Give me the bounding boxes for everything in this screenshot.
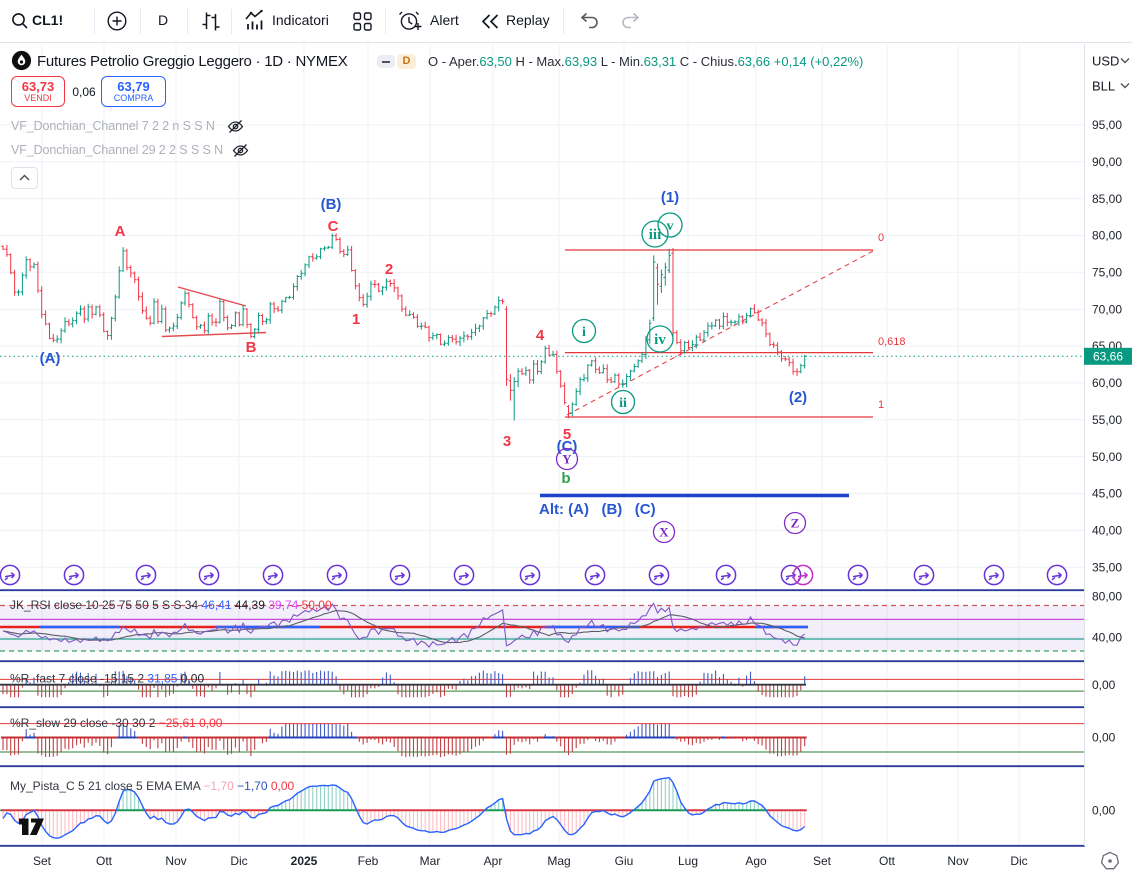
- svg-text:90,00: 90,00: [1092, 155, 1122, 169]
- svg-text:ii: ii: [619, 396, 627, 411]
- svg-text:JK_RSI close 10 25 75 50 5 S S: JK_RSI close 10 25 75 50 5 S S 34 46,41 …: [10, 598, 332, 612]
- svg-text:80,00: 80,00: [1092, 229, 1122, 243]
- svg-text:(B): (B): [321, 196, 342, 213]
- svg-text:50,00: 50,00: [1092, 450, 1122, 464]
- svg-text:Giu: Giu: [615, 854, 634, 868]
- svg-text:1: 1: [878, 399, 884, 411]
- svg-text:Y: Y: [562, 451, 572, 466]
- svg-text:(C): (C): [557, 438, 578, 455]
- svg-text:85,00: 85,00: [1092, 192, 1122, 206]
- svg-text:X: X: [659, 524, 669, 539]
- svg-text:0,00: 0,00: [1092, 678, 1116, 692]
- svg-text:(A): (A): [40, 350, 61, 367]
- svg-text:80,00: 80,00: [1092, 589, 1122, 603]
- svg-text:5: 5: [563, 426, 571, 443]
- svg-text:0: 0: [878, 232, 884, 244]
- svg-text:%R_slow 29 close -30 30 2 −25: %R_slow 29 close -30 30 2 −25,61 0,00: [10, 716, 223, 730]
- svg-text:Ott: Ott: [879, 854, 896, 868]
- svg-text:BLL: BLL: [1092, 79, 1115, 94]
- svg-text:(2): (2): [789, 389, 807, 406]
- svg-text:iv: iv: [654, 332, 666, 348]
- svg-text:%R_fast 7 close -15 15 2 31,8: %R_fast 7 close -15 15 2 31,85 0,00: [10, 672, 204, 686]
- svg-text:Ott: Ott: [96, 854, 113, 868]
- svg-text:Mar: Mar: [420, 854, 441, 868]
- svg-text:i: i: [582, 325, 586, 340]
- svg-text:0,00: 0,00: [1092, 731, 1116, 745]
- svg-text:Mag: Mag: [547, 854, 570, 868]
- svg-text:(1): (1): [661, 189, 679, 206]
- svg-text:USD: USD: [1092, 54, 1119, 69]
- svg-text:75,00: 75,00: [1092, 266, 1122, 280]
- svg-text:0,618: 0,618: [878, 336, 906, 348]
- svg-text:C: C: [328, 218, 339, 235]
- svg-text:iii: iii: [649, 227, 662, 243]
- svg-text:4: 4: [536, 327, 545, 344]
- svg-text:Ago: Ago: [745, 854, 767, 868]
- svg-text:70,00: 70,00: [1092, 302, 1122, 316]
- svg-text:60,00: 60,00: [1092, 376, 1122, 390]
- svg-text:Dic: Dic: [1010, 854, 1027, 868]
- svg-text:45,00: 45,00: [1092, 487, 1122, 501]
- svg-text:Apr: Apr: [484, 854, 503, 868]
- svg-text:40,00: 40,00: [1092, 630, 1122, 644]
- svg-text:B: B: [246, 339, 257, 356]
- svg-text:63,66: 63,66: [1093, 350, 1123, 364]
- svg-text:Set: Set: [33, 854, 52, 868]
- svg-text:b: b: [561, 470, 570, 487]
- svg-text:Feb: Feb: [358, 854, 379, 868]
- svg-text:Nov: Nov: [165, 854, 186, 868]
- svg-text:40,00: 40,00: [1092, 524, 1122, 538]
- svg-text:Z: Z: [791, 515, 800, 530]
- svg-text:95,00: 95,00: [1092, 118, 1122, 132]
- svg-text:Dic: Dic: [230, 854, 247, 868]
- svg-text:A: A: [115, 223, 126, 240]
- svg-text:0,00: 0,00: [1092, 804, 1116, 818]
- svg-text:My_Pista_C 5 21 close 5 EMA EM: My_Pista_C 5 21 close 5 EMA EMA −1,70 −1…: [10, 779, 295, 793]
- svg-text:35,00: 35,00: [1092, 560, 1122, 574]
- svg-text:55,00: 55,00: [1092, 413, 1122, 427]
- svg-text:Nov: Nov: [947, 854, 968, 868]
- svg-text:Set: Set: [813, 854, 832, 868]
- svg-text:2025: 2025: [291, 854, 318, 868]
- svg-text:Alt: (A) (B) (C): Alt: (A) (B) (C): [539, 501, 656, 518]
- svg-text:v: v: [667, 219, 674, 234]
- svg-text:2: 2: [385, 261, 393, 278]
- svg-text:Lug: Lug: [678, 854, 698, 868]
- svg-text:1: 1: [352, 311, 360, 328]
- svg-text:3: 3: [503, 433, 511, 450]
